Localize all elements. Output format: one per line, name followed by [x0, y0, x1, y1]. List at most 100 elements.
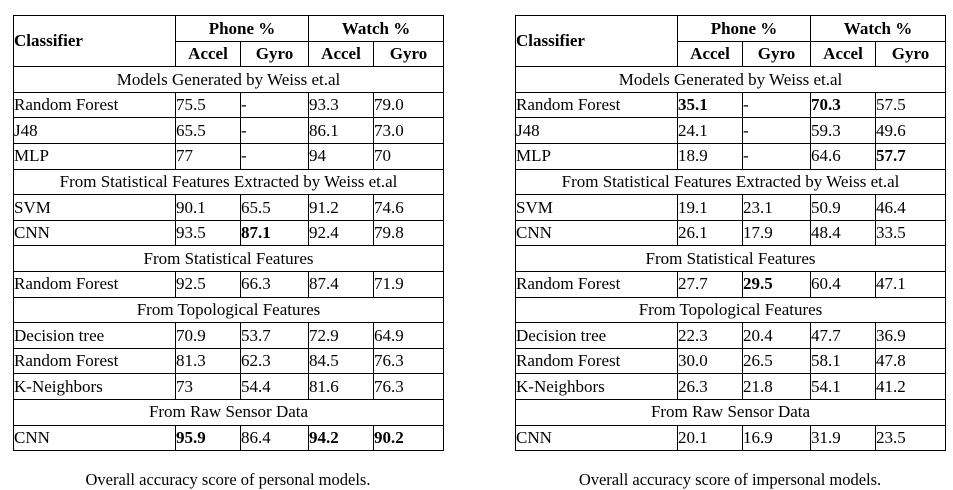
column-header-classifier: Classifier — [13, 14, 176, 68]
section-header-row: From Raw Sensor Data — [12, 398, 445, 426]
row-label: CNN — [515, 424, 678, 452]
cell-value: 36.9 — [874, 322, 947, 349]
cell-value: 58.1 — [810, 347, 876, 375]
section-title: Models Generated by Weiss et.al — [12, 66, 445, 93]
cell-value: - — [742, 117, 811, 144]
header-row-subcols: Accel Gyro Accel Gyro — [14, 40, 445, 68]
table-row: J48 65.5-86.1 73.0 — [13, 117, 445, 144]
section-title: From Statistical Features Extracted by W… — [514, 168, 947, 196]
column-header-sub-1: Gyro — [742, 40, 811, 68]
cell-value: 70.3 — [810, 91, 876, 119]
row-label: Decision tree — [515, 322, 678, 349]
table-row: Random Forest 75.5-93.3 79.0 — [13, 91, 445, 119]
cell-value: 92.4 — [308, 219, 374, 247]
row-label: K-Neighbors — [515, 373, 678, 400]
cell-value: 62.3 — [240, 347, 309, 375]
cell-value: 18.9 — [677, 142, 743, 170]
column-header-group-1: Watch % — [307, 15, 445, 42]
cell-value: 92.5 — [175, 270, 241, 298]
column-header-sub-0: Accel — [677, 40, 743, 68]
column-header-sub-0: Accel — [175, 40, 241, 68]
table-row: Random Forest 81.3 62.3 84.5 76.3 — [13, 347, 445, 375]
column-header-classifier: Classifier — [515, 14, 678, 68]
row-label: CNN — [13, 219, 176, 247]
section-header-row: From Statistical Features Extracted by W… — [514, 168, 947, 196]
row-label: J48 — [13, 117, 176, 144]
table-row: SVM 19.1 23.1 50.9 46.4 — [515, 194, 947, 221]
table-row: SVM 90.1 65.5 91.2 74.6 — [13, 194, 445, 221]
table-row: CNN 95.9 86.4 94.2 90.2 — [13, 424, 445, 452]
cell-value: 74.6 — [372, 194, 445, 221]
row-label: K-Neighbors — [13, 373, 176, 400]
cell-value: - — [240, 142, 309, 170]
section-header-row: From Raw Sensor Data — [514, 398, 947, 426]
table-row: CNN 26.1 17.9 48.4 33.5 — [515, 219, 947, 247]
cell-value: 84.5 — [308, 347, 374, 375]
column-header-group-0: Phone % — [175, 15, 309, 42]
cell-value: 71.9 — [372, 270, 445, 298]
section-header-row: Models Generated by Weiss et.al — [514, 66, 947, 93]
section-title: From Statistical Features — [12, 245, 445, 272]
section-title: From Statistical Features Extracted by W… — [12, 168, 445, 196]
cell-value: 57.5 — [874, 91, 947, 119]
cell-value: 29.5 — [742, 270, 811, 298]
cell-value: 75.5 — [175, 91, 241, 119]
section-title: From Raw Sensor Data — [514, 398, 947, 426]
cell-value: 33.5 — [874, 219, 947, 247]
cell-value: 79.8 — [372, 219, 445, 247]
cell-value: 47.8 — [874, 347, 947, 375]
section-title: From Topological Features — [12, 296, 445, 324]
section-header-row: From Topological Features — [514, 296, 947, 324]
cell-value: 66.3 — [240, 270, 309, 298]
table-row: J48 24.1-59.3 49.6 — [515, 117, 947, 144]
cell-value: 76.3 — [372, 373, 445, 400]
personal-models-figure: Classifier Phone % Watch % Accel Gyro Accel Gy… — [12, 14, 445, 490]
cell-value: 94 — [308, 142, 374, 170]
cell-value: 76.3 — [372, 347, 445, 375]
cell-value: 91.2 — [308, 194, 374, 221]
cell-value: 73 — [175, 373, 241, 400]
table-row: Decision tree 22.3 20.4 47.7 36.9 — [515, 322, 947, 349]
table-row: CNN 20.1 16.9 31.9 23.5 — [515, 424, 947, 452]
column-header-sub-3: Gyro — [372, 40, 445, 68]
table-row: MLP 18.9-64.6 57.7 — [515, 142, 947, 170]
row-label: Random Forest — [13, 91, 176, 119]
cell-value: - — [240, 117, 309, 144]
table-row: K-Neighbors 26.3 21.8 54.1 41.2 — [515, 373, 947, 400]
cell-value: 54.4 — [240, 373, 309, 400]
cell-value: 65.5 — [240, 194, 309, 221]
column-header-sub-3: Gyro — [874, 40, 947, 68]
section-header-row: From Statistical Features Extracted by W… — [12, 168, 445, 196]
cell-value: 87.4 — [308, 270, 374, 298]
cell-value: - — [240, 91, 309, 119]
column-header-sub-1: Gyro — [240, 40, 309, 68]
row-label: SVM — [515, 194, 678, 221]
row-label: Random Forest — [13, 347, 176, 375]
personal-models-table: Classifier Phone % Watch % Accel Gyro Accel Gy… — [12, 14, 445, 452]
cell-value: 23.5 — [874, 424, 947, 452]
cell-value: 70 — [372, 142, 445, 170]
cell-value: 47.1 — [874, 270, 947, 298]
cell-value: 60.4 — [810, 270, 876, 298]
table-row: Random Forest 27.7 29.5 60.4 47.1 — [515, 270, 947, 298]
cell-value: 53.7 — [240, 322, 309, 349]
cell-value: 81.6 — [308, 373, 374, 400]
row-label: CNN — [515, 219, 678, 247]
cell-value: 72.9 — [308, 322, 374, 349]
header-row-subcols: Accel Gyro Accel Gyro — [516, 40, 947, 68]
section-header-row: From Statistical Features — [514, 245, 947, 272]
column-header-group-0: Phone % — [677, 15, 811, 42]
row-label: Decision tree — [13, 322, 176, 349]
column-header-sub-2: Accel — [308, 40, 374, 68]
cell-value: 19.1 — [677, 194, 743, 221]
cell-value: 20.4 — [742, 322, 811, 349]
table-row: Random Forest 92.5 66.3 87.4 71.9 — [13, 270, 445, 298]
cell-value: 20.1 — [677, 424, 743, 452]
section-title: From Statistical Features — [514, 245, 947, 272]
cell-value: 26.1 — [677, 219, 743, 247]
cell-value: 94.2 — [308, 424, 374, 452]
section-title: From Topological Features — [514, 296, 947, 324]
cell-value: - — [742, 91, 811, 119]
column-header-sub-2: Accel — [810, 40, 876, 68]
cell-value: 70.9 — [175, 322, 241, 349]
